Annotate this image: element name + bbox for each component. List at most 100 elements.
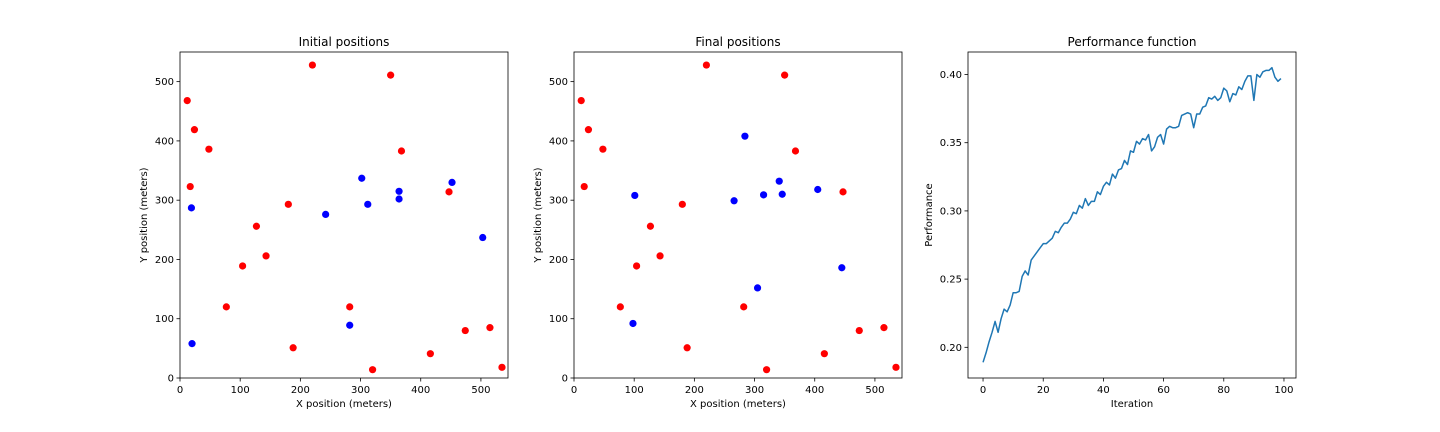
x-tick-label: 400	[411, 385, 430, 396]
red-point	[632, 262, 641, 270]
y-tick-label: 300	[549, 196, 568, 207]
red-point	[387, 71, 395, 79]
red-point	[368, 366, 377, 374]
x-tick-label: 300	[745, 385, 764, 396]
red-point	[284, 200, 292, 208]
x-tick-label: 0	[177, 385, 183, 396]
blue-point	[395, 187, 403, 195]
blue-point	[188, 340, 196, 348]
blue-point	[448, 178, 456, 186]
x-tick-label: 100	[231, 385, 250, 396]
red-point	[346, 303, 354, 311]
red-point	[646, 222, 655, 230]
x-axis-label: X position (meters)	[296, 399, 392, 410]
x-tick-label: 0	[571, 385, 577, 396]
y-tick-label: 100	[549, 314, 568, 325]
red-point	[262, 252, 270, 260]
red-point	[656, 252, 664, 260]
x-tick-label: 400	[805, 385, 824, 396]
red-point	[498, 363, 506, 371]
y-tick-label: 0	[562, 374, 568, 385]
blue-point	[759, 191, 768, 199]
y-tick-label: 0.30	[940, 206, 962, 217]
blue-point	[838, 264, 846, 272]
y-tick-label: 0	[168, 374, 174, 385]
y-tick-label: 400	[549, 136, 568, 147]
red-point	[762, 366, 771, 374]
x-tick-label: 100	[625, 385, 644, 396]
y-axis-label: Y position (meters)	[139, 167, 150, 263]
blue-point	[814, 185, 822, 194]
blue-point	[187, 204, 196, 212]
y-tick-label: 500	[549, 77, 568, 88]
red-point	[289, 344, 297, 352]
final-positions-panel: 0 100 200 300 400 500 0 100 200 300 400 500 Final po…	[533, 35, 903, 410]
red-point	[740, 303, 748, 311]
blue-point	[395, 195, 403, 203]
chart-title: Performance function	[1068, 35, 1197, 49]
x-axis-label: X position (meters)	[690, 399, 786, 410]
blue-point	[730, 197, 738, 205]
x-tick-label: 80	[1217, 385, 1230, 396]
red-point	[222, 303, 230, 311]
blue-point	[631, 191, 639, 200]
blue-point	[778, 190, 786, 198]
y-tick-label: 300	[155, 196, 174, 207]
x-tick-label: 20	[1037, 385, 1050, 396]
red-point	[445, 188, 453, 196]
red-point	[599, 145, 607, 153]
red-point	[702, 61, 711, 69]
y-tick-label: 400	[155, 136, 174, 147]
blue-point	[741, 132, 749, 140]
x-tick-label: 500	[865, 385, 884, 396]
blue-point	[629, 319, 637, 328]
blue-point	[322, 210, 330, 219]
red-point	[584, 126, 593, 134]
blue-point	[753, 284, 762, 292]
initial-positions-panel: 0 100 200 300 400 500 0 100 200 300 400 500 Initial …	[139, 35, 509, 410]
red-point	[855, 326, 863, 335]
y-tick-label: 0.25	[940, 275, 962, 286]
x-tick-label: 40	[1097, 385, 1110, 396]
blue-point	[346, 321, 354, 329]
red-point	[183, 97, 191, 105]
red-point	[577, 97, 585, 105]
y-tick-label: 100	[155, 314, 174, 325]
red-point	[839, 188, 847, 196]
chart-title: Initial positions	[299, 35, 390, 49]
y-tick-label: 500	[155, 77, 174, 88]
x-tick-label: 100	[1274, 385, 1293, 396]
red-point	[678, 200, 686, 208]
blue-point	[364, 200, 372, 208]
y-tick-label: 0.20	[940, 343, 962, 354]
y-axis-label: Y position (meters)	[533, 167, 544, 263]
y-tick-label: 0.40	[940, 70, 962, 81]
chart-title: Final positions	[695, 35, 780, 49]
red-point	[238, 262, 247, 270]
x-tick-label: 0	[980, 385, 986, 396]
red-point	[461, 326, 469, 335]
red-point	[616, 303, 624, 311]
red-point	[580, 182, 588, 191]
x-tick-label: 60	[1157, 385, 1170, 396]
axes-frame	[967, 51, 1297, 379]
y-tick-label: 200	[549, 255, 568, 266]
x-tick-label: 200	[291, 385, 310, 396]
blue-point	[775, 177, 783, 185]
red-point	[252, 222, 261, 230]
red-point	[791, 147, 800, 155]
axes-frame	[573, 51, 903, 379]
red-point	[880, 324, 888, 332]
red-point	[397, 147, 406, 155]
red-point	[820, 350, 828, 358]
performance-line	[982, 66, 1282, 363]
red-point	[308, 61, 316, 69]
red-point	[892, 363, 900, 371]
axes-frame	[179, 51, 509, 379]
blue-point	[479, 233, 487, 242]
y-tick-label: 200	[155, 255, 174, 266]
blue-point	[358, 174, 366, 182]
y-tick-label: 0.35	[940, 138, 962, 149]
